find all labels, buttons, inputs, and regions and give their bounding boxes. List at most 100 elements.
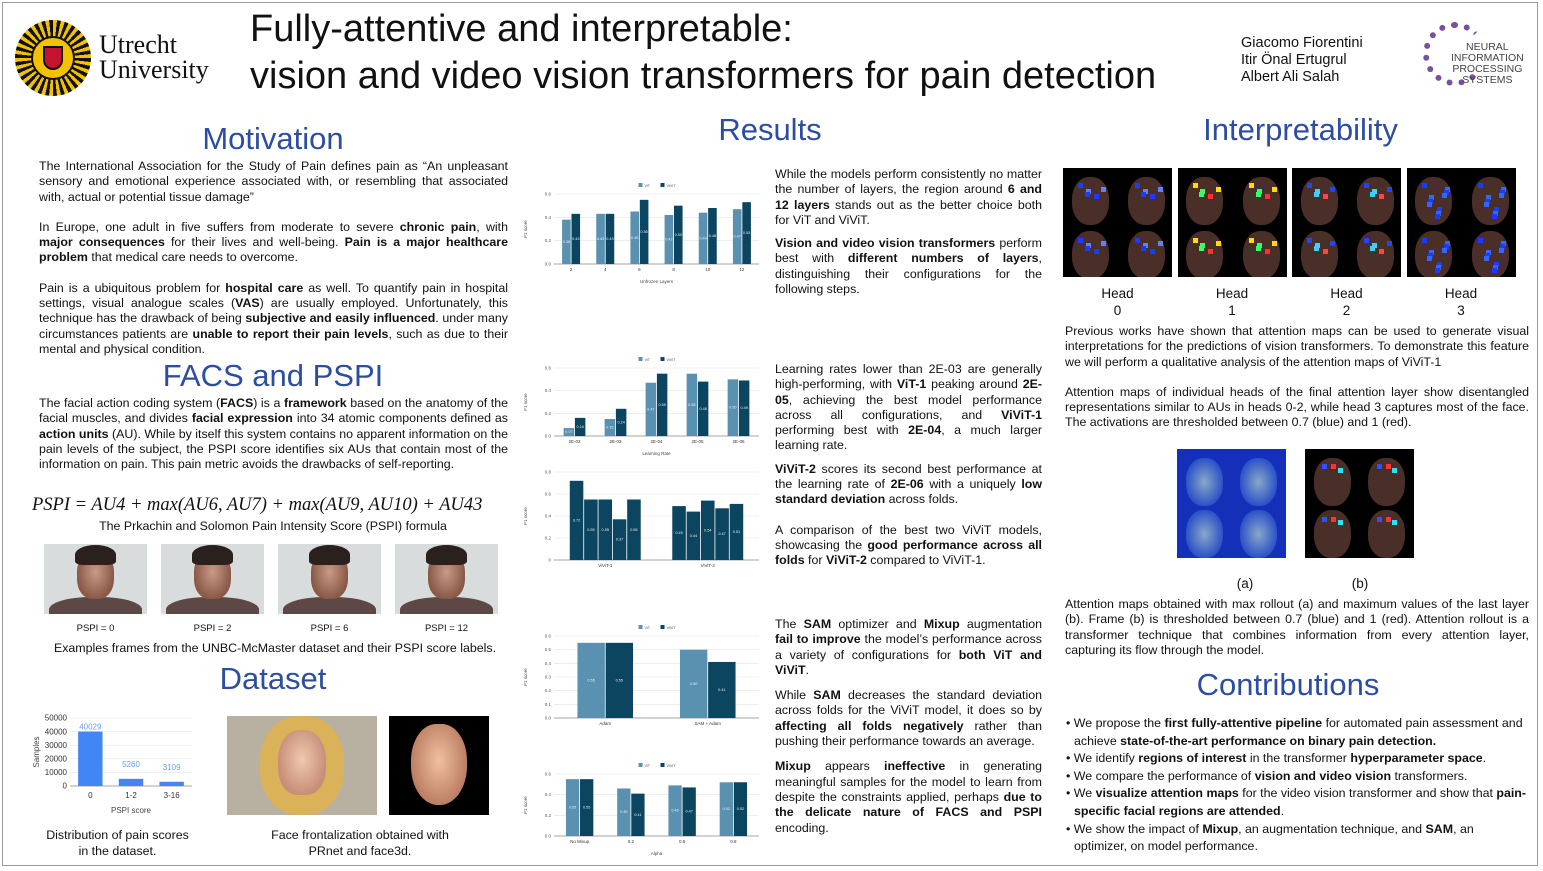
x-tick-label: 8 — [672, 267, 675, 272]
x-axis-label: PSPI score — [111, 806, 152, 815]
bold-text: SAM — [813, 688, 841, 703]
bold-text: due to the delicate nature of FACS and P… — [775, 789, 1042, 820]
x-tick-label: 0.5 — [679, 839, 686, 844]
bar — [698, 212, 708, 264]
bold-text: framework — [283, 396, 347, 410]
y-axis-label: Samples — [32, 736, 41, 767]
data-label: 0.53 — [743, 231, 750, 235]
text-run: optimizer and — [831, 617, 924, 631]
data-label: 0.55 — [569, 806, 576, 810]
bold-text: 2E-04 — [908, 423, 942, 438]
bold-text: hospital care — [225, 280, 304, 295]
text-run: ) are usually employed. Unfortunately, t… — [39, 296, 508, 326]
y-tick-label: 0 — [63, 782, 68, 791]
bold-text: 2E-06 — [890, 477, 924, 492]
data-label: 0.50 — [675, 233, 682, 237]
text-run: , an optimizer, on model performance. — [1074, 821, 1474, 854]
data-label: 0.47 — [718, 532, 725, 536]
text-run: for automated pain assessment and achiev… — [1074, 716, 1523, 748]
university-name: Utrecht University — [99, 32, 209, 83]
contribution-item: • We compare the performance of vision a… — [1066, 768, 1526, 786]
text-run: rather than pushing their performance to… — [775, 718, 1043, 749]
y-tick-label: 0.6 — [545, 492, 552, 497]
text-run: • We identify — [1066, 751, 1139, 766]
bar — [612, 519, 627, 560]
bar — [719, 782, 733, 836]
bar — [580, 779, 594, 836]
text-run: for the video vision transformer and sho… — [1238, 786, 1497, 801]
data-label: 0.43 — [606, 237, 613, 241]
legend-swatch — [638, 183, 643, 187]
bar — [118, 778, 144, 786]
x-tick-label: 0.2 — [628, 839, 635, 844]
dataset-chart-caption: Distribution of pain scores in the datas… — [46, 828, 189, 858]
bold-text: SAM — [1425, 821, 1454, 836]
data-label: 0.47 — [647, 407, 654, 411]
bold-text: affecting all folds negatively — [775, 718, 964, 733]
data-label: 0.55 — [688, 403, 695, 407]
text-run: . — [1482, 751, 1487, 766]
head-label-text: Head — [1215, 286, 1249, 301]
head-number: 2 — [1342, 303, 1351, 318]
bar — [708, 208, 717, 264]
data-label: 0.55 — [587, 678, 594, 682]
interpretability-text: Previous works have shown that attention… — [1065, 324, 1529, 446]
results-paragraph: Learning rates lower than 2E-03 are gene… — [775, 362, 1042, 454]
data-label: 0.48 — [699, 407, 706, 411]
head-number: 0 — [1113, 303, 1122, 318]
pspi-formula: PSPI = AU4 + max(AU6, AU7) + max(AU9, AU… — [32, 495, 483, 515]
bar — [615, 408, 627, 436]
bold-text: visualize attention maps — [1095, 786, 1239, 801]
y-tick-label: 0.4 — [545, 215, 552, 220]
bar — [738, 380, 750, 436]
bold-text: first fully-attentive pipeline — [1164, 716, 1323, 730]
y-tick-label: 0.6 — [545, 772, 552, 777]
text-run: for — [804, 553, 826, 568]
text-run: , with — [476, 219, 508, 234]
bar — [733, 782, 748, 836]
y-tick-label: 0.5 — [545, 647, 552, 652]
pspi-label: PSPI = 0 — [76, 623, 115, 634]
legend-label: ViT — [645, 358, 651, 362]
y-tick-label: 0.4 — [545, 514, 552, 519]
pspi-label: PSPI = 2 — [193, 623, 232, 634]
text-run: Pain is a ubiquitous problem for — [39, 280, 226, 295]
y-tick-label: 0.4 — [545, 792, 552, 797]
data-label: 40029 — [79, 723, 102, 732]
results-text: The SAM optimizer and Mixup augmentation… — [775, 617, 1042, 851]
head-label: Head 0 — [1063, 285, 1172, 319]
data-label: 0.44 — [690, 534, 697, 538]
data-label: 0.41 — [634, 813, 641, 817]
contribution-item: • We propose the first fully-attentive p… — [1066, 715, 1526, 750]
head-label: Head 2 — [1292, 285, 1401, 319]
y-tick-label: 0.2 — [545, 238, 552, 243]
legend-label: ViT — [645, 764, 651, 768]
data-label: 0.48 — [709, 234, 716, 238]
pain-frame-image — [44, 544, 147, 614]
text-run: augmentation — [959, 617, 1042, 631]
pspi-distribution-chart: 0 10000 20000 30000 40000 50000 Samples PSPI sc… — [32, 714, 192, 815]
results-paragraph: The SAM optimizer and Mixup augmentation… — [775, 617, 1042, 678]
legend-label: ViT — [645, 184, 651, 188]
bar — [563, 428, 575, 436]
data-label: 0.51 — [733, 530, 740, 534]
bar — [686, 373, 698, 436]
rollout-map-a — [1177, 449, 1286, 558]
legend-swatch — [638, 763, 643, 767]
text-run: that medical care needs to overcome. — [87, 250, 298, 265]
legend-label: ViViT — [667, 358, 677, 362]
text-run: . — [805, 662, 809, 677]
text-run: scores its second best performance at th… — [775, 461, 1042, 492]
contribution-item: • We visualize attention maps for the vi… — [1066, 785, 1526, 820]
bar — [639, 199, 649, 264]
x-tick-label: ViViT-2 — [701, 563, 716, 568]
x-tick-label: 3-16 — [164, 791, 181, 800]
data-label: 0.55 — [616, 678, 623, 682]
y-tick-label: 0.0 — [545, 262, 552, 267]
bold-text: ViT-1 — [896, 377, 927, 392]
x-tick-label: 2E-06 — [732, 439, 745, 444]
text-run: The International Association for the St… — [39, 159, 508, 204]
text-run: performing best with — [775, 423, 909, 438]
head-label: Head 1 — [1178, 285, 1287, 319]
bold-text: different numbers of layers — [847, 251, 1039, 266]
